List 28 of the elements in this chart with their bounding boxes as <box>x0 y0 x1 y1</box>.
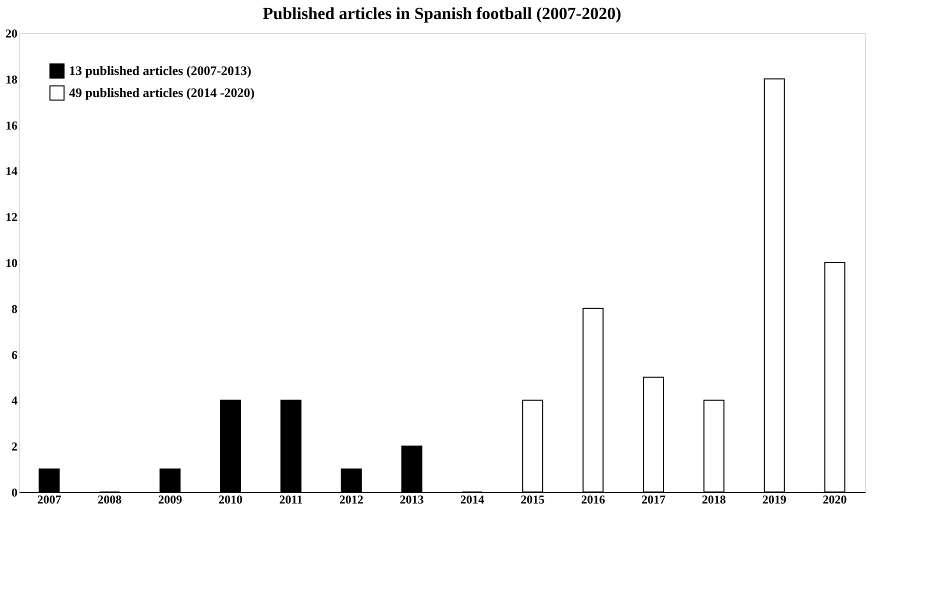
x-tick-label: 2007 <box>37 492 62 506</box>
y-tick-label: 10 <box>6 256 18 270</box>
x-tick-label: 2011 <box>279 492 303 506</box>
y-tick-label: 20 <box>6 26 18 40</box>
x-tick-label: 2015 <box>520 492 545 506</box>
legend-label: 49 published articles (2014 -2020) <box>69 85 255 100</box>
x-tick-label: 2016 <box>581 492 606 506</box>
legend-label: 13 published articles (2007-2013) <box>69 63 252 78</box>
y-tick-label: 2 <box>12 440 18 454</box>
y-tick-label: 6 <box>12 348 18 362</box>
x-tick-label: 2012 <box>339 492 364 506</box>
y-tick-label: 18 <box>6 72 18 86</box>
x-tick-label: 2017 <box>642 492 666 506</box>
y-tick-label: 12 <box>6 210 18 224</box>
x-tick-label: 2013 <box>400 492 424 506</box>
x-tick-label: 2009 <box>158 492 182 506</box>
y-tick-label: 0 <box>12 486 18 500</box>
x-tick-label: 2020 <box>822 492 847 506</box>
y-tick-label: 16 <box>6 118 18 132</box>
chart-title: Published articles in Spanish football (2007-2020) <box>262 4 622 23</box>
x-tick-label: 2014 <box>460 492 484 506</box>
x-tick-label: 2010 <box>218 492 242 506</box>
x-tick-label: 2018 <box>702 492 726 506</box>
y-tick-label: 4 <box>12 394 18 408</box>
x-tick-label: 2008 <box>98 492 122 506</box>
x-tick-label: 2019 <box>762 492 786 506</box>
y-tick-label: 14 <box>6 164 18 178</box>
y-tick-label: 8 <box>12 302 18 316</box>
